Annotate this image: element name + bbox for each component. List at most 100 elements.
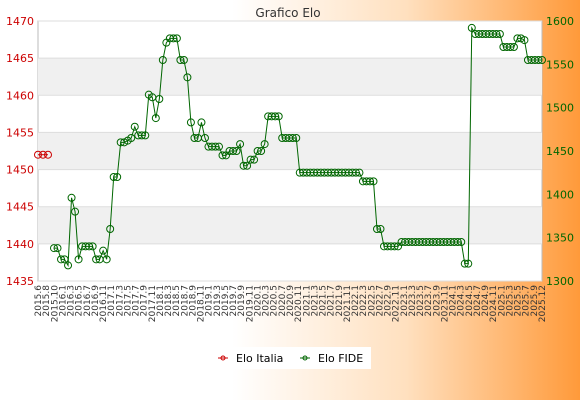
elo-fide-point bbox=[218, 151, 227, 160]
elo-fide-point bbox=[179, 56, 188, 64]
elo-fide-point bbox=[460, 259, 469, 268]
elo-fide-point bbox=[88, 242, 97, 251]
chart-title: Grafico Elo bbox=[255, 6, 320, 20]
x-tick-label: 2019.5 bbox=[221, 285, 231, 317]
x-tick-label: 2020.7 bbox=[278, 285, 288, 317]
elo-fide-point bbox=[492, 30, 501, 38]
elo-italia-point bbox=[39, 150, 47, 159]
right-axis: 1300 1350 1400 1450 1500 1550 1600 bbox=[546, 15, 574, 288]
x-tick-label: 2020.9 bbox=[286, 285, 296, 317]
legend-swatch-marker bbox=[302, 355, 308, 361]
elo-fide-point bbox=[464, 259, 473, 268]
x-tick-label: 2021.1 bbox=[302, 285, 312, 317]
x-tick-label: 2018.5 bbox=[172, 285, 182, 317]
x-tick-label: 2020.1 bbox=[253, 285, 263, 317]
x-tick-label: 2017.7 bbox=[132, 285, 142, 317]
elo-fide-point bbox=[200, 134, 209, 142]
x-tick-label: 2021.3 bbox=[310, 285, 320, 317]
x-tick-label: 2021.5 bbox=[319, 285, 329, 317]
elo-fide-point bbox=[520, 36, 529, 45]
x-tick-label: 2021.9 bbox=[335, 285, 345, 317]
x-tick-label: 2023.9 bbox=[432, 285, 442, 317]
x-tick-label: 2022.11 bbox=[392, 285, 402, 322]
elo-fide-point bbox=[141, 131, 150, 140]
x-tick-label: 2023.7 bbox=[424, 285, 434, 317]
elo-fide-point bbox=[211, 142, 220, 151]
elo-fide-point bbox=[99, 246, 108, 255]
x-tick-label: 2022.9 bbox=[384, 285, 394, 317]
x-tick-label: 2025.12 bbox=[538, 285, 548, 322]
elo-fide-point bbox=[288, 134, 297, 142]
elo-fide-point bbox=[253, 147, 262, 155]
x-tick-label: 2023.11 bbox=[440, 285, 450, 322]
x-tick-label: 2022.7 bbox=[375, 285, 385, 317]
x-tick-label: 2024.9 bbox=[481, 285, 491, 317]
legend-label: Elo FIDE bbox=[318, 352, 363, 365]
elo-fide-point bbox=[509, 43, 518, 51]
elo-fide-point bbox=[274, 112, 283, 121]
elo-fide-point bbox=[467, 23, 476, 32]
x-tick-label: 2024.5 bbox=[465, 285, 475, 317]
elo-fide-point bbox=[355, 168, 364, 177]
x-tick-label: 2022.5 bbox=[367, 285, 377, 317]
left-axis-tick-label: 1460 bbox=[6, 89, 34, 102]
left-axis-tick-label: 1470 bbox=[6, 15, 34, 28]
left-axis-tick-label: 1445 bbox=[6, 201, 34, 214]
x-tick-label: 2015.8 bbox=[42, 285, 52, 317]
x-tick-label: 2019.1 bbox=[205, 285, 215, 317]
elo-fide-point bbox=[236, 140, 245, 149]
left-axis-tick-label: 1440 bbox=[6, 238, 34, 251]
grid-bands bbox=[37, 20, 543, 282]
elo-fide-point bbox=[372, 225, 381, 233]
x-tick-label: 2025.1 bbox=[497, 285, 507, 317]
x-tick-label: 2019.7 bbox=[229, 285, 239, 317]
x-tick-label: 2015.10 bbox=[50, 285, 60, 322]
x-tick-label: 2023.3 bbox=[408, 285, 418, 317]
elo-italia-point bbox=[34, 150, 42, 159]
x-tick-label: 2023.5 bbox=[416, 285, 426, 317]
elo-fide-point bbox=[155, 95, 164, 103]
elo-fide-point bbox=[151, 114, 160, 123]
elo-fide-point bbox=[495, 30, 504, 38]
x-tick-label: 2021.7 bbox=[327, 285, 337, 317]
x-tick-label: 2019.3 bbox=[213, 285, 223, 317]
elo-fide-point bbox=[457, 238, 466, 246]
x-tick-label: 2025.7 bbox=[522, 285, 532, 317]
right-axis-tick-label: 1500 bbox=[546, 102, 574, 115]
x-tick-label: 2024.7 bbox=[473, 285, 483, 317]
elo-fide-point bbox=[257, 147, 266, 155]
x-tick-label: 2018.3 bbox=[164, 285, 174, 317]
x-tick-label: 2016.9 bbox=[91, 285, 101, 317]
series-layer bbox=[34, 23, 546, 270]
elo-fide-point bbox=[53, 244, 62, 253]
x-tick-label: 2018.1 bbox=[156, 285, 166, 317]
elo-fide-point bbox=[137, 131, 146, 140]
left-axis: 1435 1440 1445 1450 1455 1460 1465 1470 bbox=[6, 15, 34, 288]
x-tick-label: 2021.11 bbox=[343, 285, 353, 322]
elo-fide-point bbox=[190, 134, 199, 142]
elo-fide-point bbox=[130, 122, 139, 131]
elo-fide-point bbox=[158, 56, 167, 64]
elo-italia-point bbox=[44, 150, 52, 159]
elo-fide-point bbox=[453, 238, 462, 246]
x-tick-label: 2020.11 bbox=[294, 285, 304, 322]
grid-band bbox=[38, 206, 542, 244]
elo-fide-point bbox=[172, 34, 181, 43]
elo-fide-point bbox=[292, 134, 301, 142]
x-axis-labels: 2015.62015.82015.102016.12016.32016.5201… bbox=[34, 285, 548, 322]
grid-band bbox=[38, 58, 542, 96]
x-tick-label: 2019.9 bbox=[237, 285, 247, 317]
x-tick-label: 2017.3 bbox=[115, 285, 125, 317]
elo-fide-point bbox=[534, 56, 543, 64]
elo-fide-point bbox=[271, 112, 280, 121]
legend: Elo Italia Elo FIDE bbox=[209, 347, 371, 369]
left-axis-tick-label: 1465 bbox=[6, 52, 34, 65]
elo-fide-point bbox=[64, 261, 73, 270]
elo-fide-point bbox=[113, 173, 122, 181]
elo-fide-point bbox=[246, 155, 255, 164]
elo-fide-point bbox=[260, 140, 269, 149]
x-tick-label: 2016.1 bbox=[58, 285, 68, 317]
x-tick-label: 2024.3 bbox=[457, 285, 467, 317]
right-axis-tick-label: 1600 bbox=[546, 15, 574, 28]
x-tick-label: 2020.3 bbox=[262, 285, 272, 317]
